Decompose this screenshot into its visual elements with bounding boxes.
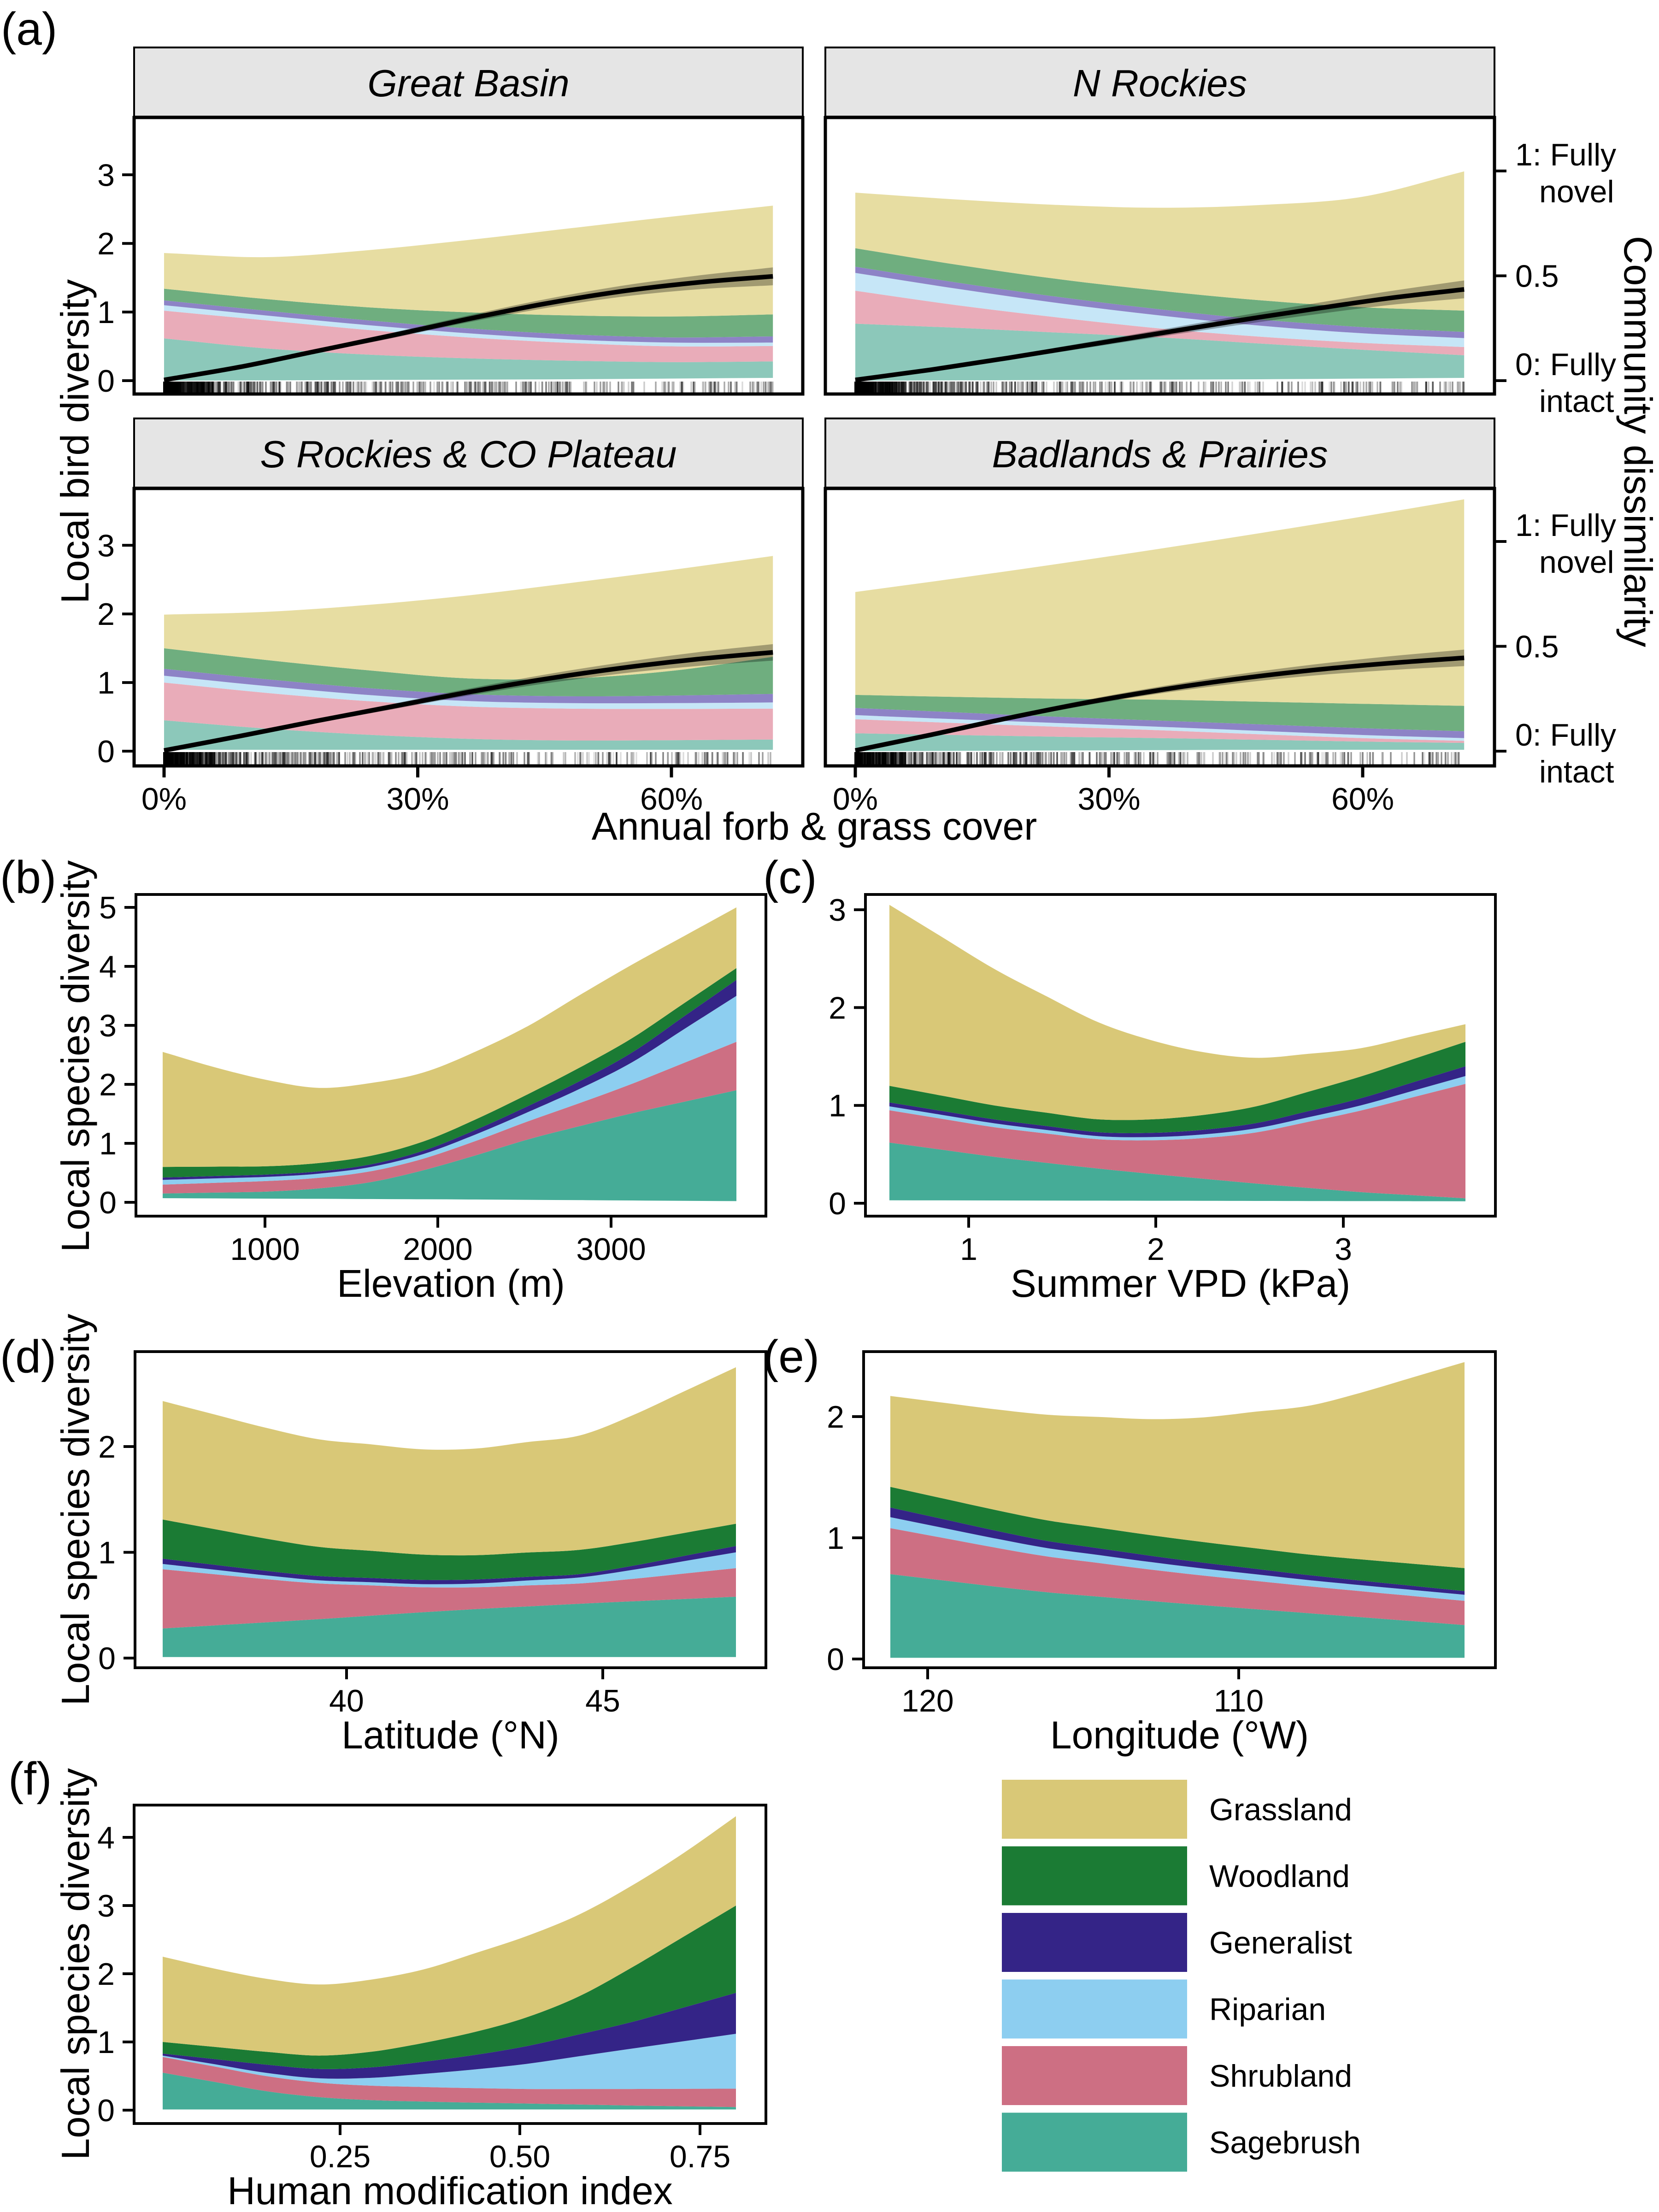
svg-text:1: 1 bbox=[97, 2025, 115, 2060]
svg-text:(b): (b) bbox=[0, 852, 56, 903]
svg-text:1: 1 bbox=[97, 665, 115, 700]
svg-text:0: 0 bbox=[97, 734, 115, 769]
svg-text:1: 1 bbox=[99, 1126, 117, 1161]
svg-text:1: 1 bbox=[827, 1521, 844, 1556]
svg-text:0: 0 bbox=[827, 1642, 844, 1677]
svg-text:0.50: 0.50 bbox=[489, 2139, 550, 2174]
svg-text:2: 2 bbox=[829, 990, 846, 1025]
svg-text:Great Basin: Great Basin bbox=[367, 62, 569, 105]
svg-text:0.25: 0.25 bbox=[310, 2139, 371, 2174]
svg-text:120: 120 bbox=[901, 1683, 953, 1718]
svg-text:0.5: 0.5 bbox=[1515, 629, 1559, 665]
svg-text:(f): (f) bbox=[8, 1753, 52, 1805]
svg-text:110: 110 bbox=[1214, 1683, 1264, 1718]
svg-text:4: 4 bbox=[97, 1820, 115, 1855]
svg-text:0: 0 bbox=[98, 1641, 116, 1676]
svg-text:60%: 60% bbox=[640, 782, 703, 817]
svg-text:0: 0 bbox=[99, 1185, 117, 1220]
svg-text:Annual forb & grass cover: Annual forb & grass cover bbox=[592, 805, 1037, 848]
svg-text:2000: 2000 bbox=[403, 1232, 472, 1267]
svg-text:3: 3 bbox=[829, 893, 846, 928]
svg-text:0: 0 bbox=[97, 2093, 115, 2128]
svg-text:2: 2 bbox=[99, 1067, 117, 1102]
svg-text:Human modification index: Human modification index bbox=[227, 2169, 673, 2212]
svg-text:3000: 3000 bbox=[576, 1232, 646, 1267]
svg-text:Shrubland: Shrubland bbox=[1209, 2059, 1352, 2094]
svg-text:(a): (a) bbox=[1, 3, 57, 55]
svg-text:0: Fully: 0: Fully bbox=[1515, 718, 1616, 753]
svg-text:Woodland: Woodland bbox=[1209, 1859, 1350, 1894]
svg-text:intact: intact bbox=[1539, 754, 1614, 789]
svg-text:4: 4 bbox=[99, 949, 117, 984]
svg-text:Generalist: Generalist bbox=[1209, 1925, 1352, 1960]
svg-text:Local bird diversity: Local bird diversity bbox=[53, 279, 97, 604]
svg-text:Sagebrush: Sagebrush bbox=[1209, 2125, 1361, 2160]
svg-text:(e): (e) bbox=[763, 1331, 819, 1382]
svg-text:45: 45 bbox=[585, 1683, 620, 1718]
svg-text:1000: 1000 bbox=[230, 1232, 300, 1267]
svg-text:Elevation (m): Elevation (m) bbox=[337, 1262, 565, 1305]
svg-text:3: 3 bbox=[97, 528, 115, 563]
svg-text:0: 0 bbox=[829, 1186, 846, 1221]
svg-text:Grassland: Grassland bbox=[1209, 1792, 1352, 1827]
svg-text:Badlands & Prairies: Badlands & Prairies bbox=[992, 433, 1328, 476]
svg-text:0%: 0% bbox=[141, 782, 187, 817]
svg-text:2: 2 bbox=[827, 1400, 844, 1435]
svg-text:S Rockies & CO Plateau: S Rockies & CO Plateau bbox=[260, 433, 677, 476]
svg-text:2: 2 bbox=[97, 1957, 115, 1992]
svg-text:0: 0 bbox=[97, 364, 115, 399]
svg-text:N Rockies: N Rockies bbox=[1073, 62, 1247, 105]
svg-text:5: 5 bbox=[99, 890, 117, 925]
svg-text:1: 1 bbox=[98, 1535, 116, 1571]
svg-text:Community dissimilarity: Community dissimilarity bbox=[1616, 236, 1659, 647]
svg-text:40: 40 bbox=[329, 1683, 364, 1718]
svg-text:novel: novel bbox=[1539, 174, 1614, 209]
svg-text:0.75: 0.75 bbox=[670, 2139, 730, 2174]
svg-text:3: 3 bbox=[97, 158, 115, 193]
svg-text:30%: 30% bbox=[386, 782, 449, 817]
svg-text:Summer VPD (kPa): Summer VPD (kPa) bbox=[1011, 1262, 1350, 1305]
svg-text:1: 1 bbox=[960, 1232, 977, 1267]
svg-text:3: 3 bbox=[97, 1888, 115, 1924]
svg-text:Local species diversity: Local species diversity bbox=[54, 860, 98, 1252]
svg-text:1: Fully: 1: Fully bbox=[1515, 137, 1616, 172]
svg-text:Local species diversity: Local species diversity bbox=[54, 1313, 98, 1706]
svg-text:(d): (d) bbox=[0, 1331, 56, 1382]
svg-text:Local species diversity: Local species diversity bbox=[54, 1768, 98, 2160]
svg-text:(c): (c) bbox=[763, 852, 817, 903]
svg-text:Riparian: Riparian bbox=[1209, 1992, 1326, 2027]
svg-text:intact: intact bbox=[1539, 384, 1614, 419]
svg-text:0%: 0% bbox=[833, 782, 878, 817]
svg-text:30%: 30% bbox=[1077, 782, 1140, 817]
svg-text:1: Fully: 1: Fully bbox=[1515, 508, 1616, 543]
svg-text:0: Fully: 0: Fully bbox=[1515, 347, 1616, 382]
svg-text:1: 1 bbox=[97, 295, 115, 330]
svg-text:3: 3 bbox=[1335, 1232, 1352, 1267]
svg-text:2: 2 bbox=[1147, 1232, 1165, 1267]
svg-text:60%: 60% bbox=[1331, 782, 1394, 817]
svg-text:3: 3 bbox=[99, 1008, 117, 1043]
svg-text:Longitude (°W): Longitude (°W) bbox=[1050, 1713, 1309, 1757]
svg-text:Latitude (°N): Latitude (°N) bbox=[341, 1713, 559, 1757]
svg-text:novel: novel bbox=[1539, 545, 1614, 580]
svg-text:2: 2 bbox=[98, 1430, 116, 1465]
svg-text:1: 1 bbox=[829, 1088, 846, 1124]
svg-text:0.5: 0.5 bbox=[1515, 259, 1559, 294]
svg-text:2: 2 bbox=[97, 597, 115, 632]
svg-text:2: 2 bbox=[97, 226, 115, 261]
